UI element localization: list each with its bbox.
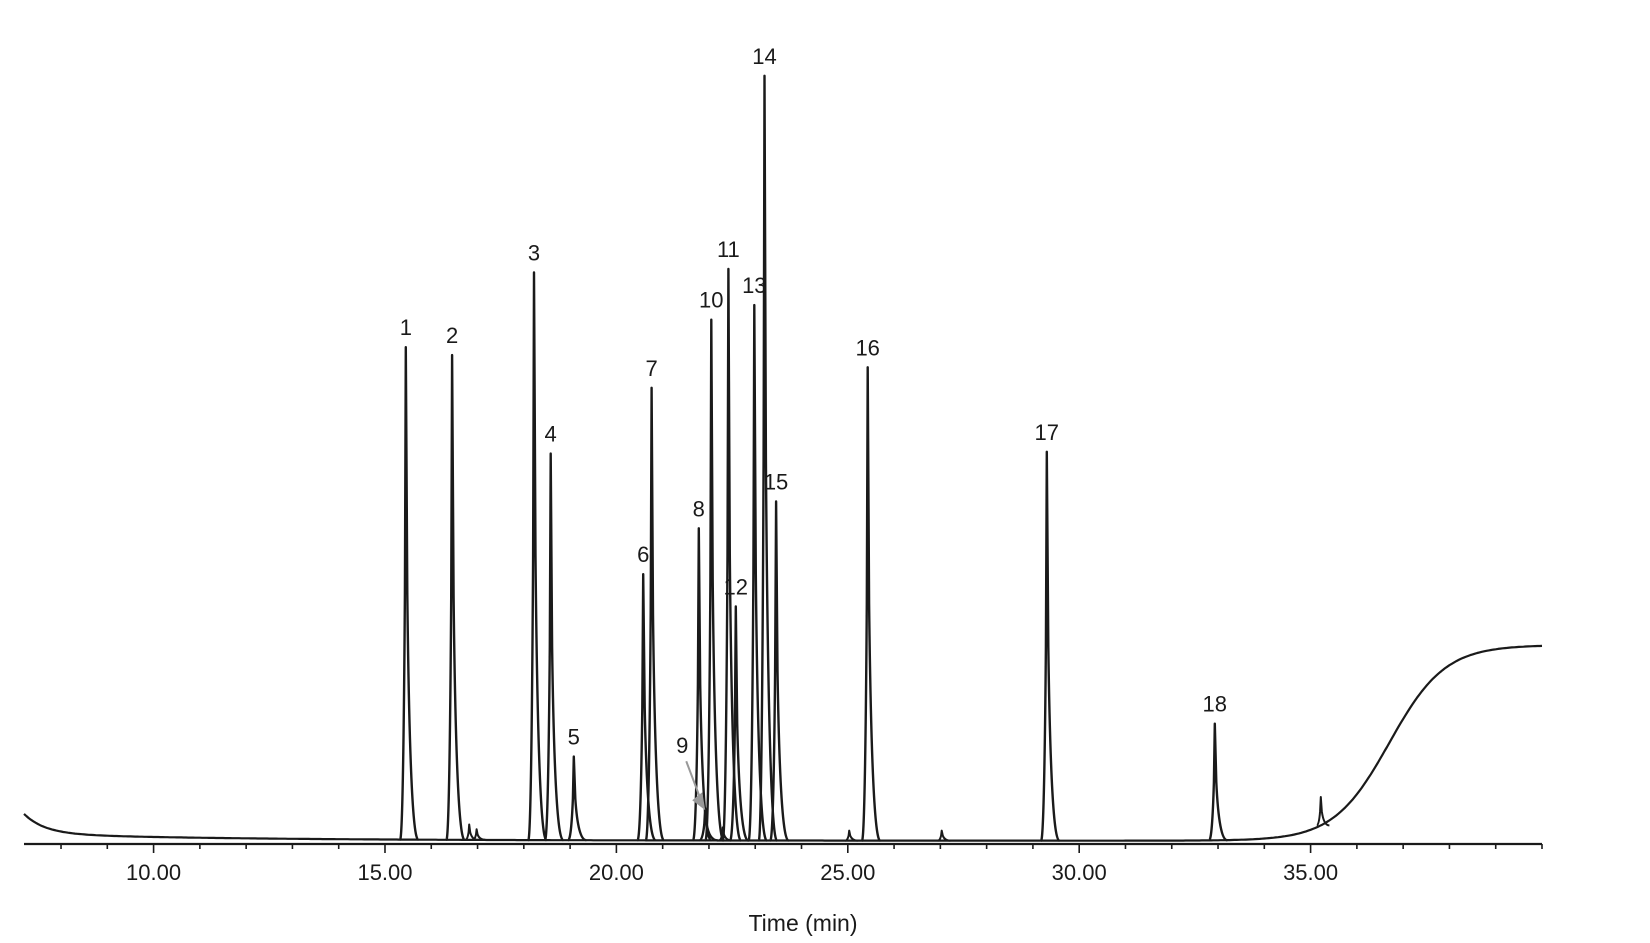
peak-17 [1039,450,1061,842]
baseline-drift-line [23,644,1543,842]
peak-label-11: 11 [717,237,740,262]
peak-label-1: 1 [400,315,412,340]
peak-11 [721,267,743,842]
x-tick-label: 20.00 [589,860,644,885]
peak-13 [747,303,768,842]
peak-label-4: 4 [545,422,557,447]
peak-label-8: 8 [693,496,705,521]
x-tick-label: 10.00 [126,860,181,885]
peaks [398,74,1228,842]
minor-peaks [465,796,1330,842]
peak-18 [1207,722,1228,842]
plot-area [23,74,1543,842]
peak-9-arrow-head [692,792,706,811]
peak-10 [704,318,725,842]
x-axis-title: Time (min) [748,910,857,936]
minor-peak-2 [472,828,486,841]
x-tick-label: 35.00 [1283,860,1338,885]
peak-label-3: 3 [528,241,540,266]
minor-peak-5 [937,829,951,842]
peak-label-10: 10 [699,288,723,313]
peak-label-17: 17 [1035,420,1059,445]
peak-9 [699,807,718,842]
peak-5 [566,755,587,842]
peak-label-2: 2 [446,323,458,348]
peak-label-18: 18 [1203,692,1227,717]
peak-3 [527,271,548,842]
peak-7 [644,386,666,842]
peak-label-14: 14 [752,44,776,69]
peak-1 [398,346,420,841]
peak-15 [769,500,790,842]
peak-label-15: 15 [764,469,788,494]
minor-peak-4 [845,829,858,842]
x-tick-label: 25.00 [820,860,875,885]
minor-peak-6 [1316,796,1330,827]
peak-4 [543,452,565,842]
peak-label-13: 13 [742,273,766,298]
peak-label-12: 12 [724,575,748,600]
x-tick-label: 30.00 [1052,860,1107,885]
x-axis-ticks: 10.00 15.00 20.00 25.00 30.00 35.00 [60,844,1543,885]
peak-12 [728,605,749,842]
peak-label-16: 16 [855,335,879,360]
peak-label-7: 7 [645,356,657,381]
peak-label-5: 5 [568,725,580,750]
peak-label-9: 9 [676,733,688,758]
x-tick-label: 15.00 [357,860,412,885]
peak-2 [445,353,466,841]
minor-peak-3 [718,826,732,842]
peak-label-6: 6 [637,542,649,567]
peak-16 [860,366,882,842]
peak-6 [636,573,657,842]
